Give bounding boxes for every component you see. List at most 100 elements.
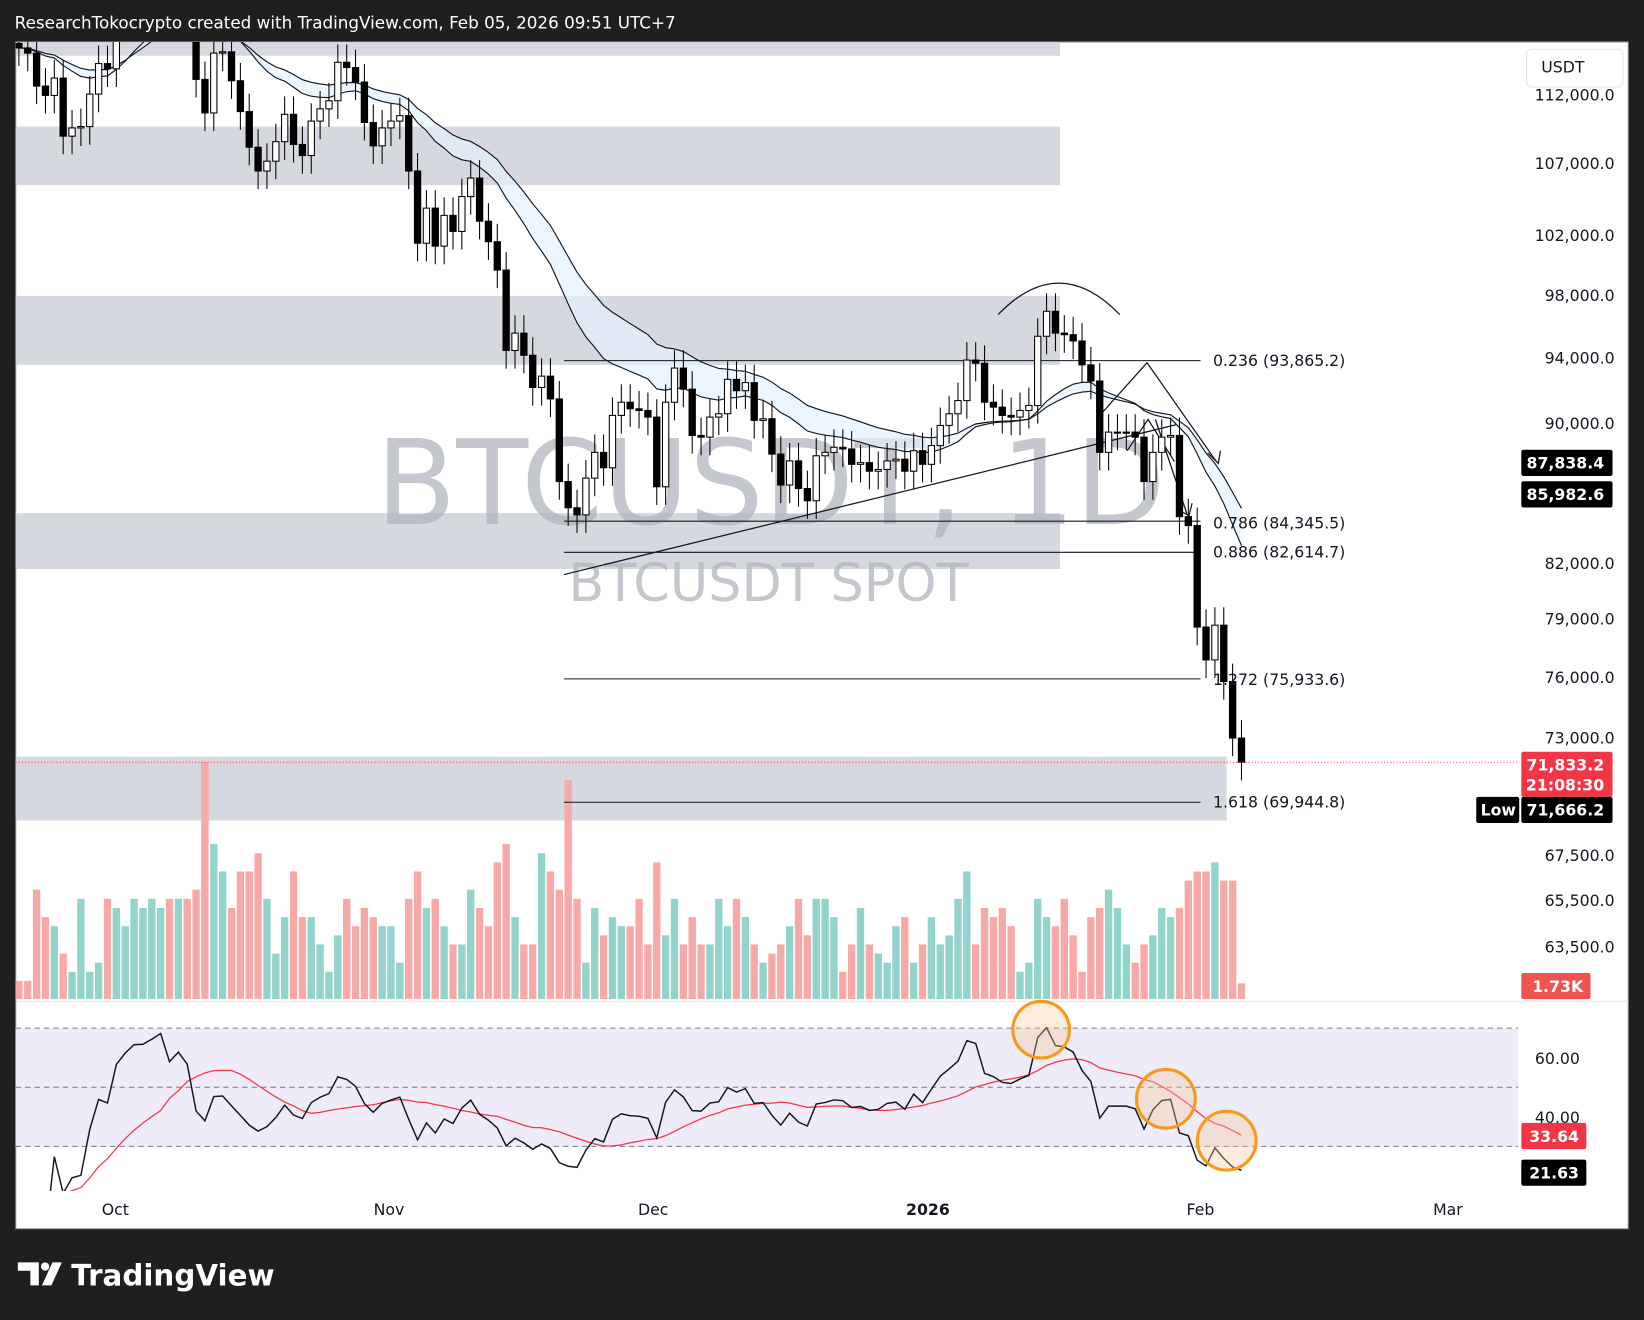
price-tick: 65,500.0 (1545, 891, 1615, 910)
volume-bar (1104, 889, 1113, 1000)
candle-body (1060, 332, 1068, 336)
volume-bar (77, 898, 85, 1000)
price-tick: 63,500.0 (1545, 938, 1615, 957)
candle-body (927, 445, 936, 465)
volume-bar (1175, 907, 1184, 1000)
volume-bar (537, 853, 546, 1000)
candle-body (236, 80, 245, 113)
volume-tag: 1.73K (1532, 977, 1584, 996)
candle-body (670, 367, 679, 403)
candle-body (989, 401, 998, 408)
volume-bar (174, 898, 183, 1000)
volume-bar (1042, 917, 1051, 1000)
candle-body (1184, 516, 1192, 527)
volume-bar (564, 780, 572, 1000)
fib-label: 1.618 (69,944.8) (1213, 792, 1345, 811)
candle-body (635, 408, 643, 411)
price-tick: 102,000.0 (1535, 226, 1615, 245)
volume-bar (723, 926, 732, 1000)
volume-bar (1060, 898, 1068, 1000)
volume-bar (112, 907, 121, 1000)
candle-body (1087, 364, 1095, 382)
volume-bar (307, 917, 315, 1000)
volume-bar (591, 907, 599, 1000)
candle-body (679, 367, 688, 390)
volume-bar (289, 871, 298, 1000)
volume-bar (989, 917, 998, 1000)
currency-button[interactable] (1526, 48, 1624, 88)
volume-bar (298, 917, 307, 1000)
candle-body (777, 453, 785, 486)
tradingview-logo-text: TradingView (71, 1258, 274, 1292)
candle-body (874, 468, 882, 472)
zone-box (15, 513, 1060, 570)
volume-bar (1122, 944, 1130, 1000)
volume-bar (405, 898, 413, 1000)
volume-bar (1220, 880, 1228, 1000)
candle-body (644, 409, 652, 418)
candle-body (848, 448, 856, 465)
candle-body (94, 63, 103, 95)
volume-bar (1007, 926, 1015, 1000)
candle-body (1069, 334, 1077, 342)
time-label: Mar (1433, 1200, 1463, 1219)
volume-bar (218, 871, 227, 1000)
candle-body (1149, 451, 1157, 483)
volume-bar (777, 944, 785, 1000)
price-axis[interactable]: 112,000.0 107,000.0 102,000.0 98,000.0 94,00… (1535, 86, 1615, 957)
volume-bar (573, 898, 581, 1000)
volume-bar (360, 907, 369, 1000)
volume-bar (1131, 962, 1139, 1000)
zone-box (15, 126, 1060, 186)
zone-box (15, 41, 1060, 56)
volume-bar (759, 962, 767, 1000)
candle-body (963, 359, 971, 402)
candle-body (1122, 431, 1130, 434)
volume-bar (688, 917, 696, 1000)
candle-body (449, 214, 457, 232)
volume-bar (449, 944, 457, 1000)
low-tag: 71,666.2 (1527, 801, 1605, 820)
volume-bar (546, 871, 555, 1000)
volume-bar (1025, 962, 1033, 1000)
time-axis[interactable]: Oct Nov Dec 2026 Feb Mar (102, 1200, 1464, 1219)
volume-bar (59, 953, 67, 1000)
tradingview-logo-icon (17, 1262, 62, 1286)
candle-body (343, 61, 351, 69)
candle-body (103, 63, 112, 70)
candles (15, 41, 1246, 781)
candle-body (24, 47, 32, 54)
volume-bar (706, 944, 714, 1000)
volume-bar (1051, 926, 1060, 1000)
volume-bar (227, 907, 236, 1000)
tradingview-logo: TradingView (17, 1258, 275, 1292)
price-tick: 82,000.0 (1545, 554, 1615, 573)
candle-body (1007, 414, 1015, 418)
volume-bar (785, 926, 794, 1000)
volume-bar (431, 898, 439, 1000)
volume-bar (245, 871, 253, 1000)
candle-body (794, 460, 803, 490)
candle-body (573, 507, 581, 516)
low-label: Low (1481, 801, 1516, 820)
candle-body (591, 451, 599, 479)
countdown-tag: 21:08:30 (1526, 776, 1604, 795)
volume-bar (679, 944, 688, 1000)
volume-bar (165, 898, 174, 1000)
volume-bar (139, 907, 147, 1000)
candle-body (892, 458, 900, 462)
candle-body (15, 42, 23, 49)
fib-labels: 0.236 (93,865.2) 0.786 (84,345.5) 0.886 (8… (1213, 351, 1345, 812)
candle-body (998, 406, 1006, 416)
candle-body (1237, 737, 1246, 763)
header-title: ResearchTokocrypto created with TradingV… (15, 12, 676, 32)
candle-body (723, 378, 732, 415)
candle-body (351, 66, 360, 83)
candle-body (803, 487, 812, 502)
volume-bar (325, 971, 333, 1000)
candle-body (653, 416, 661, 488)
volume-bar (236, 871, 245, 1000)
candle-body (440, 214, 448, 247)
zone-box (15, 756, 1227, 821)
